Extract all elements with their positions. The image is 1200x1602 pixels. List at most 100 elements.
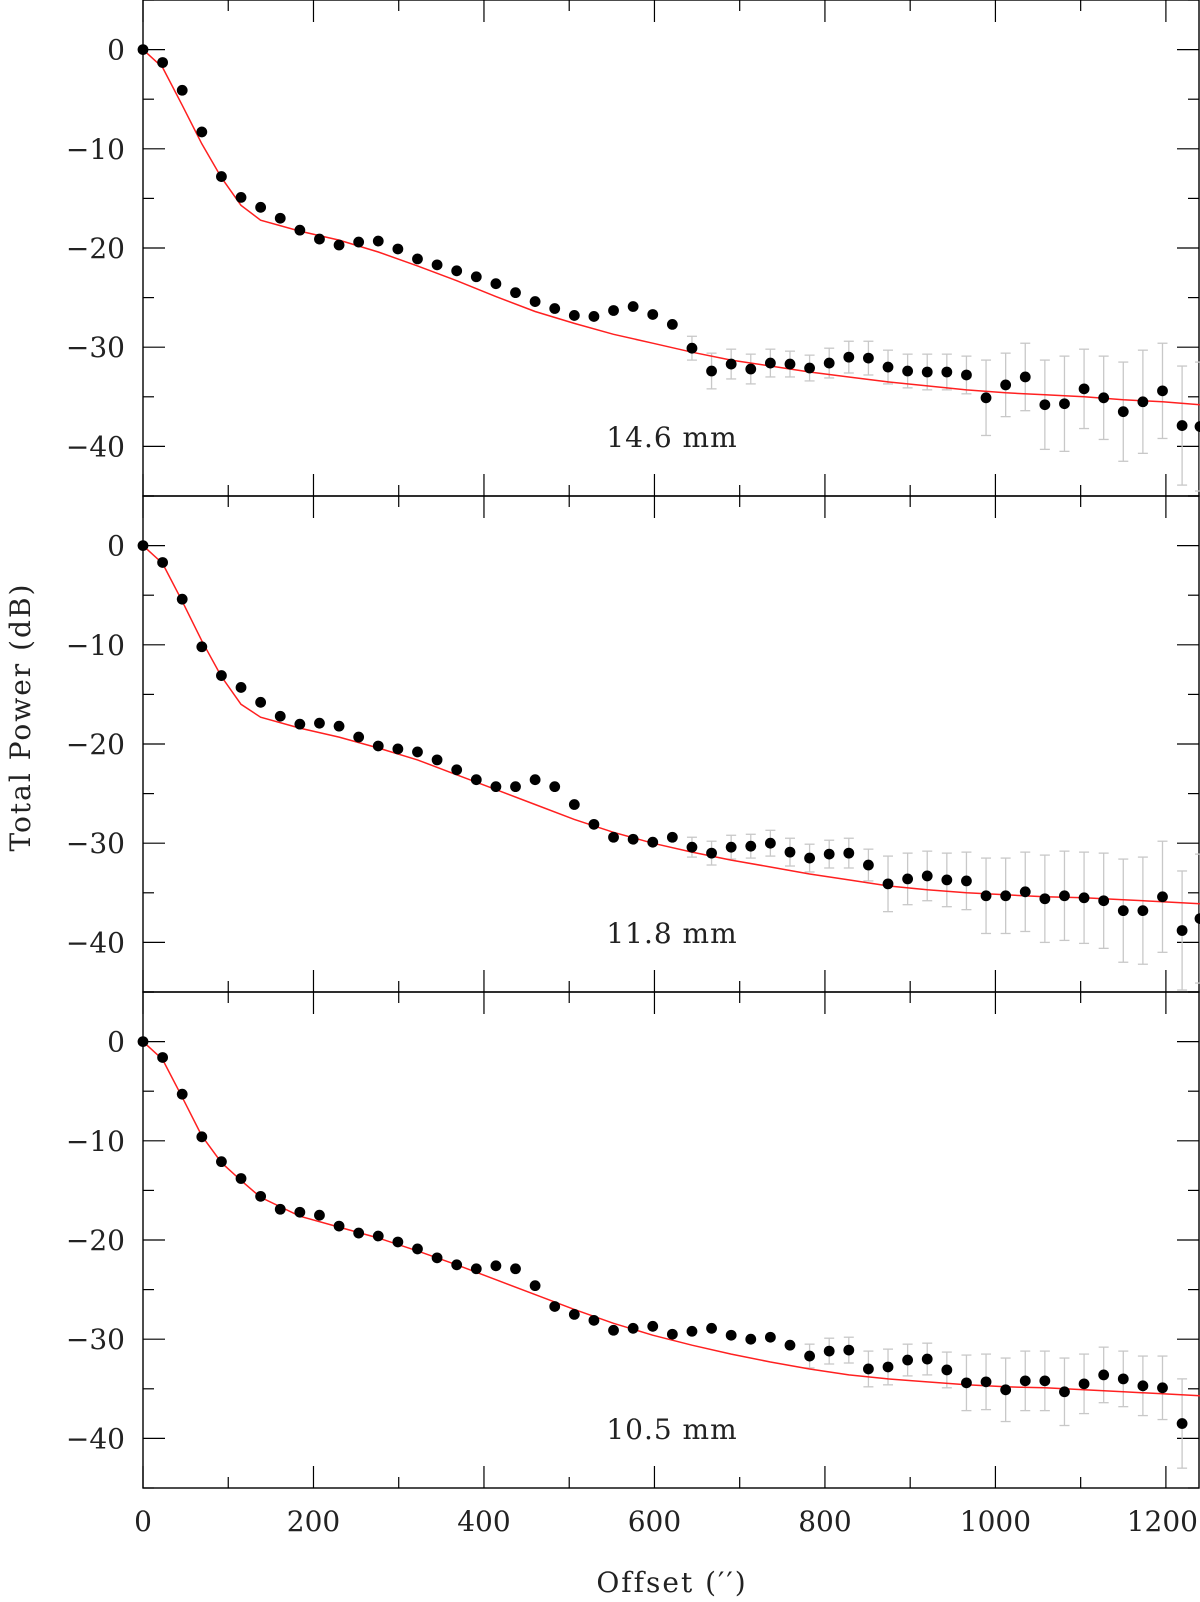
data-point [921,1353,933,1365]
data-point [372,1230,384,1242]
data-point [1157,1382,1168,1394]
data-point [176,84,188,96]
data-point [706,1322,717,1334]
data-point [863,1363,874,1375]
data-point [431,259,443,271]
data-point [647,836,659,848]
data-point [412,253,423,265]
data-point [470,1263,482,1275]
data-point [294,224,306,236]
x-tick-labels: 0 200 400 600 800 1000 1200 [134,1505,1198,1538]
y-tick-label: −10 [66,1125,125,1158]
data-point [843,847,855,859]
data-point [745,363,757,375]
data-point [333,720,345,732]
data-point [568,310,580,321]
panel-label: 10.5 mm [606,1413,737,1446]
y-tick-label: 0 [107,530,125,563]
data-point [1098,1369,1110,1381]
data-point [255,1190,267,1202]
panel-2: 0 −10 −20 −30 −40 11.8 mm [66,495,1200,993]
data-point [1039,399,1051,411]
data-point [745,1333,757,1345]
data-point [333,1220,345,1232]
data-point [666,1328,678,1340]
panels-container: 0 −10 −20 −30 −40 14.6 mm 0 −10 −20 −30 −40 11.8 mm… [66,0,1200,1489]
data-point [353,731,365,743]
x-tick-label: 600 [628,1505,681,1538]
data-point [510,781,521,793]
data-point [314,233,325,245]
data-point [686,841,698,853]
data-point [137,540,149,551]
data-point [921,366,933,378]
data-point [843,351,855,363]
data-point [333,239,345,251]
data-point [235,192,247,203]
y-tick-label: −20 [66,1224,125,1257]
data-point [549,781,561,793]
data-point [470,271,482,283]
data-point [1098,895,1110,907]
data-point [863,352,874,364]
data-point [196,641,208,653]
data-point [863,859,874,871]
data-point [451,1259,463,1271]
data-point [1000,379,1012,391]
data-point [1117,905,1129,917]
data-point [294,1206,306,1218]
data-point [921,870,933,882]
data-point [1078,892,1090,904]
data-point [1137,905,1149,917]
data-point [235,1173,247,1184]
data-point [490,1260,502,1272]
data-point [1137,396,1149,408]
data-point [941,1364,953,1376]
data-point [1194,913,1200,924]
data-point [157,1052,169,1063]
data-point [1059,1386,1070,1398]
data-point [216,1156,227,1168]
fit-line [142,1041,1200,1397]
data-point [961,875,972,887]
data-point [902,365,914,377]
data-point [627,301,639,312]
data-point [1157,891,1168,903]
data-point [804,362,815,374]
data-point [157,557,169,568]
data-point [392,243,404,255]
data-point [882,1361,894,1373]
data-point [314,1209,325,1221]
data-point [490,278,502,290]
y-tick-label: −30 [66,331,125,364]
data-point [666,831,678,843]
data-point [353,236,365,248]
data-point [157,57,169,68]
data-point [216,171,227,182]
x-tick-label: 400 [457,1505,510,1538]
data-point [451,764,463,776]
data-point [196,1131,208,1143]
data-point [1137,1380,1149,1392]
data-point [235,682,247,693]
y-tick-label: −10 [66,629,125,662]
data-point [804,1350,815,1362]
panel-1: 0 −10 −20 −30 −40 14.6 mm [66,0,1200,497]
data-point [137,44,149,55]
data-point [274,710,286,722]
x-tick-label: 200 [287,1505,340,1538]
y-tick-label: 0 [107,34,125,67]
y-axis-title: Total Power (dB) [4,583,37,852]
data-point [1176,1418,1188,1429]
data-point [451,265,463,277]
data-point [627,833,639,845]
data-point [412,1243,423,1255]
data-point [1059,398,1070,410]
data-point [490,781,502,793]
data-point [608,1324,619,1336]
data-point [176,1088,188,1100]
data-point [686,342,698,354]
y-tick-label: −10 [66,133,125,166]
data-point [314,717,325,729]
y-tick-label: −30 [66,827,125,860]
